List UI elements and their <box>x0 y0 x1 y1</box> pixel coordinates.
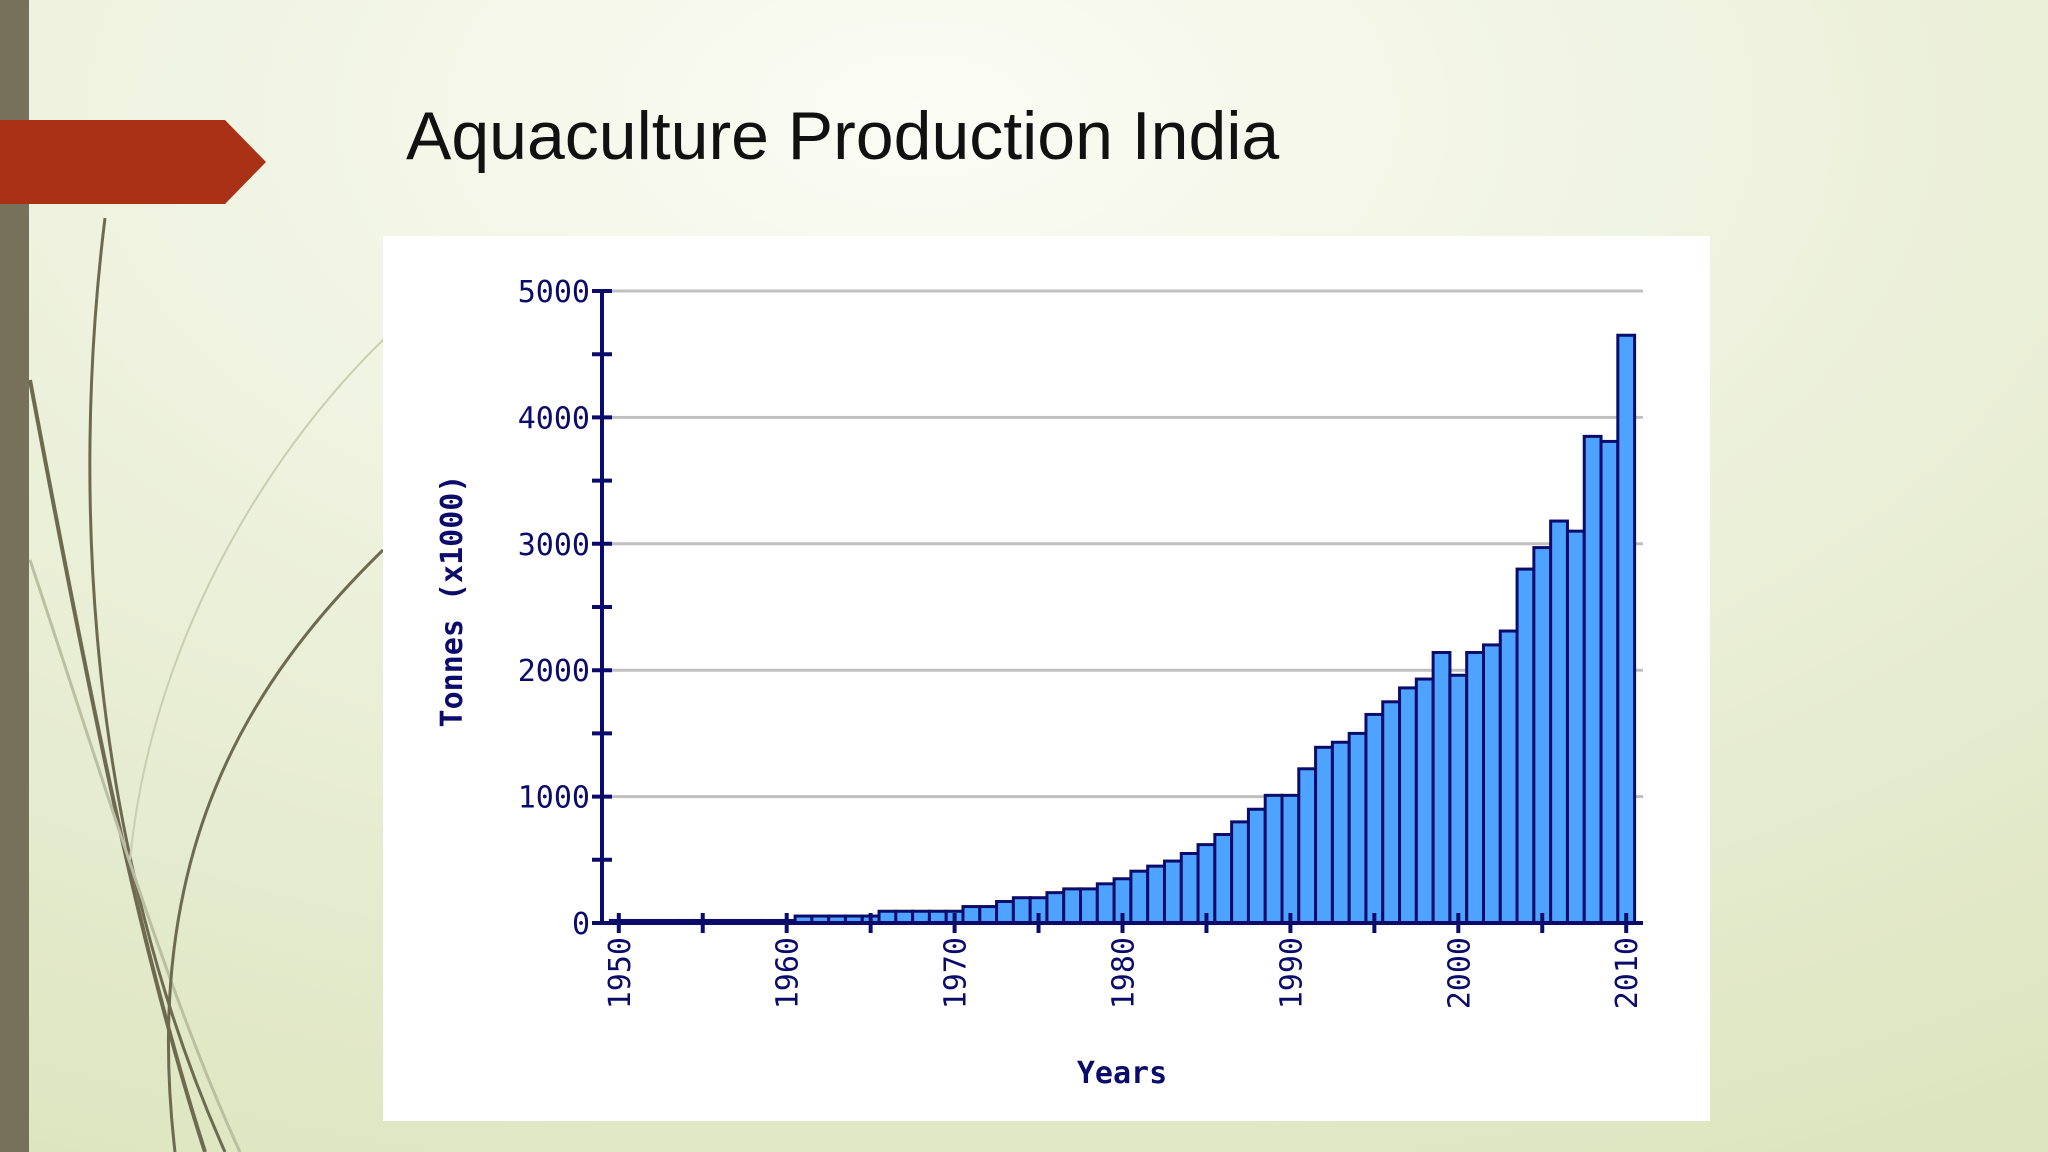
bar <box>1062 887 1083 925</box>
bar <box>1314 745 1334 925</box>
bar <box>1330 740 1351 925</box>
x-tick-label: 1990 <box>1274 937 1309 1009</box>
y-tick-label: 2000 <box>518 654 590 689</box>
bar <box>1498 629 1519 925</box>
bar <box>1347 731 1368 925</box>
chart-title: Aquaculture Production India <box>406 98 1279 174</box>
y-tick-label: 3000 <box>518 528 590 563</box>
x-tick-label: 1970 <box>939 937 974 1009</box>
x-tick-label: 1980 <box>1107 937 1142 1009</box>
y-tick-label: 4000 <box>518 401 590 436</box>
y-axis-label: Tonnes (x1000) <box>435 475 470 728</box>
bar <box>961 905 982 925</box>
bar <box>1213 833 1234 925</box>
bar <box>1364 712 1385 925</box>
bar <box>1045 891 1066 925</box>
bar <box>1398 686 1418 925</box>
bar <box>1481 643 1502 925</box>
bar <box>1431 651 1452 925</box>
bar <box>1448 673 1469 925</box>
bar <box>995 900 1015 925</box>
bar <box>1263 793 1284 925</box>
bar <box>1095 882 1116 925</box>
bar <box>1599 439 1620 925</box>
title-arrow <box>0 120 266 204</box>
bar <box>1280 793 1301 925</box>
y-tick-label: 1000 <box>518 781 590 816</box>
bar <box>1162 859 1183 925</box>
bar <box>1196 843 1217 925</box>
bar <box>1616 333 1637 925</box>
bar <box>1230 820 1250 925</box>
x-tick-label: 2000 <box>1442 937 1477 1009</box>
x-tick-label: 2010 <box>1610 937 1645 1009</box>
bar <box>1582 434 1603 925</box>
y-tick-label: 5000 <box>518 275 590 310</box>
bar <box>978 905 999 925</box>
x-tick-label: 1950 <box>603 937 638 1009</box>
decoration <box>28 217 385 1152</box>
bar <box>1129 869 1150 925</box>
bar <box>1011 896 1032 925</box>
bar <box>1246 807 1267 925</box>
bar <box>1565 529 1586 925</box>
y-tick-label: 0 <box>572 907 590 942</box>
bar <box>1146 864 1166 925</box>
bar <box>1532 546 1553 925</box>
bar <box>1381 700 1402 925</box>
bar <box>1079 887 1099 925</box>
x-axis-label: Years <box>1077 1056 1167 1091</box>
bar <box>1549 519 1569 925</box>
x-tick-label: 1960 <box>771 937 806 1009</box>
bar <box>1465 651 1485 925</box>
bar <box>1414 677 1435 925</box>
bar <box>1179 851 1200 925</box>
bar <box>1515 567 1536 925</box>
bar <box>1297 767 1318 925</box>
